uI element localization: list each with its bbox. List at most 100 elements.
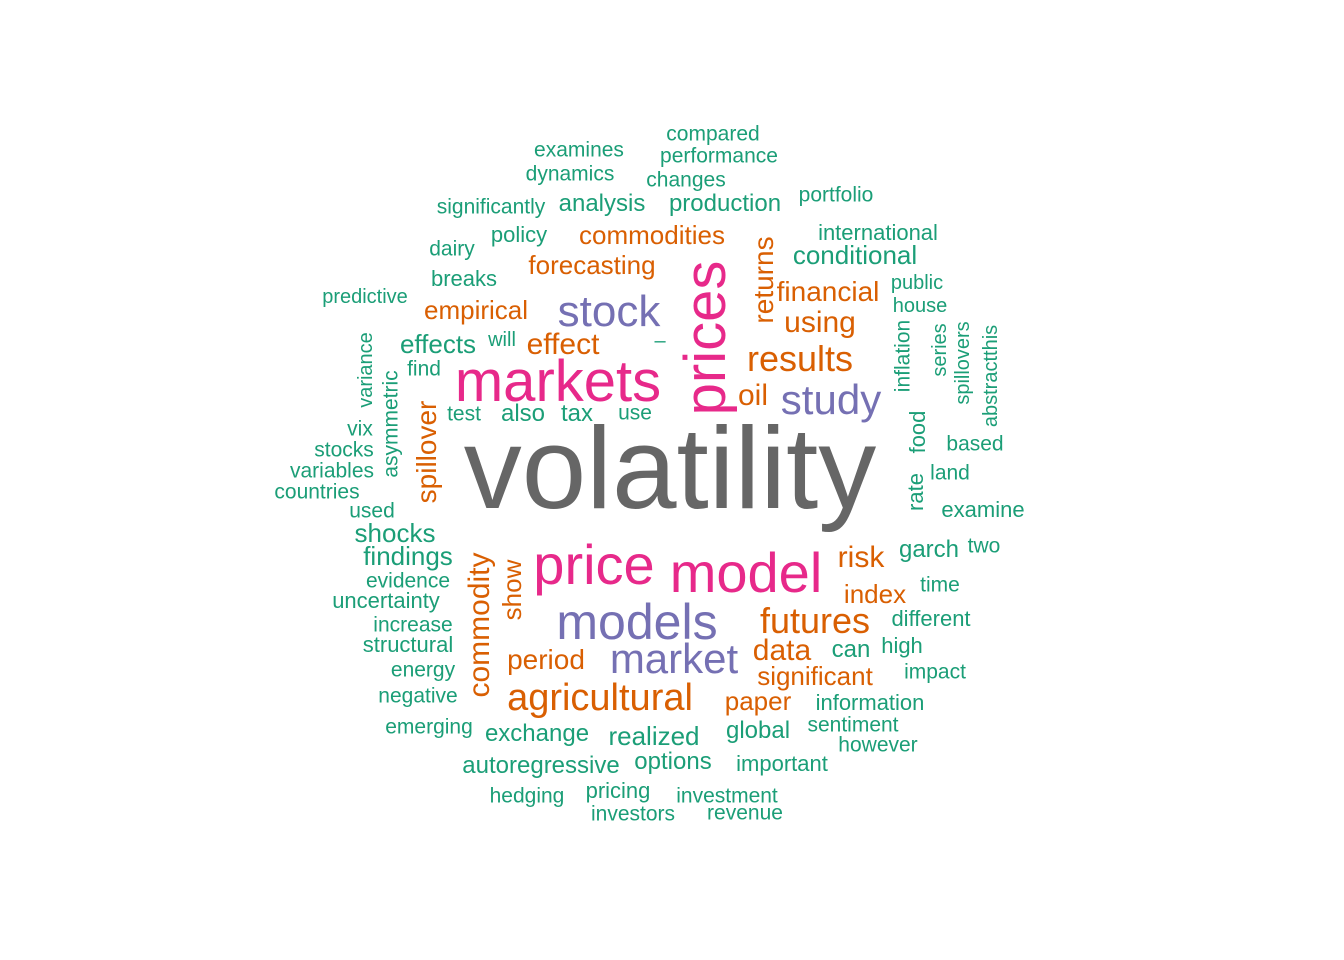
word-important: important bbox=[736, 751, 828, 776]
word-examines: examines bbox=[534, 138, 624, 162]
word-uncertainty: uncertainty bbox=[332, 588, 440, 613]
word-options: options bbox=[634, 748, 712, 775]
word-garch: garch bbox=[898, 536, 960, 563]
word-increase: increase bbox=[373, 613, 453, 637]
word-test: test bbox=[447, 402, 481, 426]
word-find: find bbox=[407, 357, 441, 381]
word-emerging: emerging bbox=[385, 715, 473, 739]
word-significantly: significantly bbox=[436, 195, 546, 219]
word-using: using bbox=[784, 306, 856, 339]
word-variables: variables bbox=[289, 459, 375, 483]
word-financial: financial bbox=[776, 276, 880, 307]
word-volatility: volatility bbox=[463, 403, 877, 533]
word-abstractthis: abstractthis bbox=[980, 324, 1002, 428]
word-examine: examine bbox=[941, 497, 1025, 522]
word-global: global bbox=[725, 717, 791, 744]
word-analysis: analysis bbox=[558, 190, 646, 217]
word-countries: countries bbox=[274, 480, 360, 504]
word-international: international bbox=[818, 220, 938, 245]
word-use: use bbox=[618, 401, 652, 425]
word-investment: investment bbox=[676, 784, 778, 808]
word-price: price bbox=[533, 533, 655, 596]
word-land: land bbox=[930, 461, 970, 485]
word-public: public bbox=[890, 272, 944, 294]
word-dash: – bbox=[654, 330, 666, 352]
word-significant: significant bbox=[757, 661, 873, 691]
word-series: series bbox=[929, 323, 951, 377]
word-index: index bbox=[843, 579, 907, 609]
word-also: also bbox=[500, 400, 546, 427]
word-breaks: breaks bbox=[430, 266, 498, 291]
word-futures: futures bbox=[759, 600, 871, 641]
word-changes: changes bbox=[646, 168, 726, 192]
word-models: models bbox=[556, 594, 718, 650]
word-evidence: evidence bbox=[365, 569, 451, 593]
word-returns: returns bbox=[748, 236, 779, 324]
word-inflation: inflation bbox=[891, 319, 915, 393]
word-asymmetric: asymmetric bbox=[379, 370, 403, 478]
word-two: two bbox=[967, 534, 1001, 558]
word-effects: effects bbox=[399, 329, 477, 359]
word-house: house bbox=[892, 295, 948, 317]
word-energy: energy bbox=[390, 658, 456, 682]
word-results: results bbox=[746, 338, 854, 379]
word-paper: paper bbox=[724, 686, 792, 716]
word-realized: realized bbox=[608, 721, 700, 751]
word-structural: structural bbox=[362, 632, 454, 657]
word-negative: negative bbox=[378, 684, 458, 708]
word-shocks: shocks bbox=[354, 518, 436, 548]
word-conditional: conditional bbox=[792, 240, 918, 270]
word-high: high bbox=[881, 633, 923, 658]
word-spillovers: spillovers bbox=[952, 321, 974, 405]
word-dynamics: dynamics bbox=[525, 162, 615, 186]
word-autoregressive: autoregressive bbox=[462, 752, 620, 779]
word-performance: performance bbox=[660, 144, 778, 168]
word-stocks: stocks bbox=[314, 438, 374, 462]
word-model: model bbox=[669, 541, 823, 604]
word-dairy: dairy bbox=[429, 237, 475, 261]
word-findings: findings bbox=[363, 541, 453, 571]
word-rate: rate bbox=[903, 473, 928, 511]
word-exchange: exchange bbox=[484, 720, 590, 747]
word-effect: effect bbox=[526, 328, 600, 361]
word-investors: investors bbox=[590, 802, 676, 826]
word-time: time bbox=[920, 573, 960, 597]
word-revenue: revenue bbox=[707, 801, 783, 825]
word-portfolio: portfolio bbox=[798, 183, 874, 207]
word-predictive: predictive bbox=[322, 286, 408, 308]
word-vix: vix bbox=[347, 417, 373, 441]
word-agricultural: agricultural bbox=[507, 677, 693, 719]
word-data: data bbox=[752, 634, 812, 667]
word-prices: prices bbox=[673, 260, 738, 416]
word-show: show bbox=[497, 559, 527, 621]
word-sentiment: sentiment bbox=[807, 713, 899, 737]
word-however: however bbox=[838, 733, 918, 757]
word-production: production bbox=[668, 190, 782, 217]
word-hedging: hedging bbox=[489, 784, 565, 808]
word-period: period bbox=[507, 644, 585, 675]
word-will: will bbox=[488, 329, 516, 351]
word-impact: impact bbox=[904, 660, 966, 684]
word-tax: tax bbox=[560, 400, 594, 427]
word-compared: compared bbox=[666, 122, 760, 146]
word-commodity: commodity bbox=[463, 552, 496, 698]
word-markets: markets bbox=[454, 349, 662, 414]
word-based: based bbox=[946, 432, 1004, 456]
word-risk: risk bbox=[837, 541, 885, 574]
word-market: market bbox=[609, 635, 739, 682]
word-information: information bbox=[815, 690, 925, 715]
word-can: can bbox=[831, 636, 871, 663]
word-different: different bbox=[891, 606, 971, 631]
word-spillover: spillover bbox=[411, 400, 442, 504]
word-stock: stock bbox=[557, 287, 661, 336]
word-pricing: pricing bbox=[585, 778, 651, 803]
word-study: study bbox=[780, 376, 882, 423]
word-empirical: empirical bbox=[423, 295, 529, 325]
word-oil: oil bbox=[737, 379, 769, 412]
word-policy: policy bbox=[490, 222, 548, 247]
word-commodities: commodities bbox=[579, 220, 725, 250]
word-variance: variance bbox=[355, 332, 377, 408]
word-used: used bbox=[349, 499, 395, 523]
word-food: food bbox=[905, 410, 930, 454]
